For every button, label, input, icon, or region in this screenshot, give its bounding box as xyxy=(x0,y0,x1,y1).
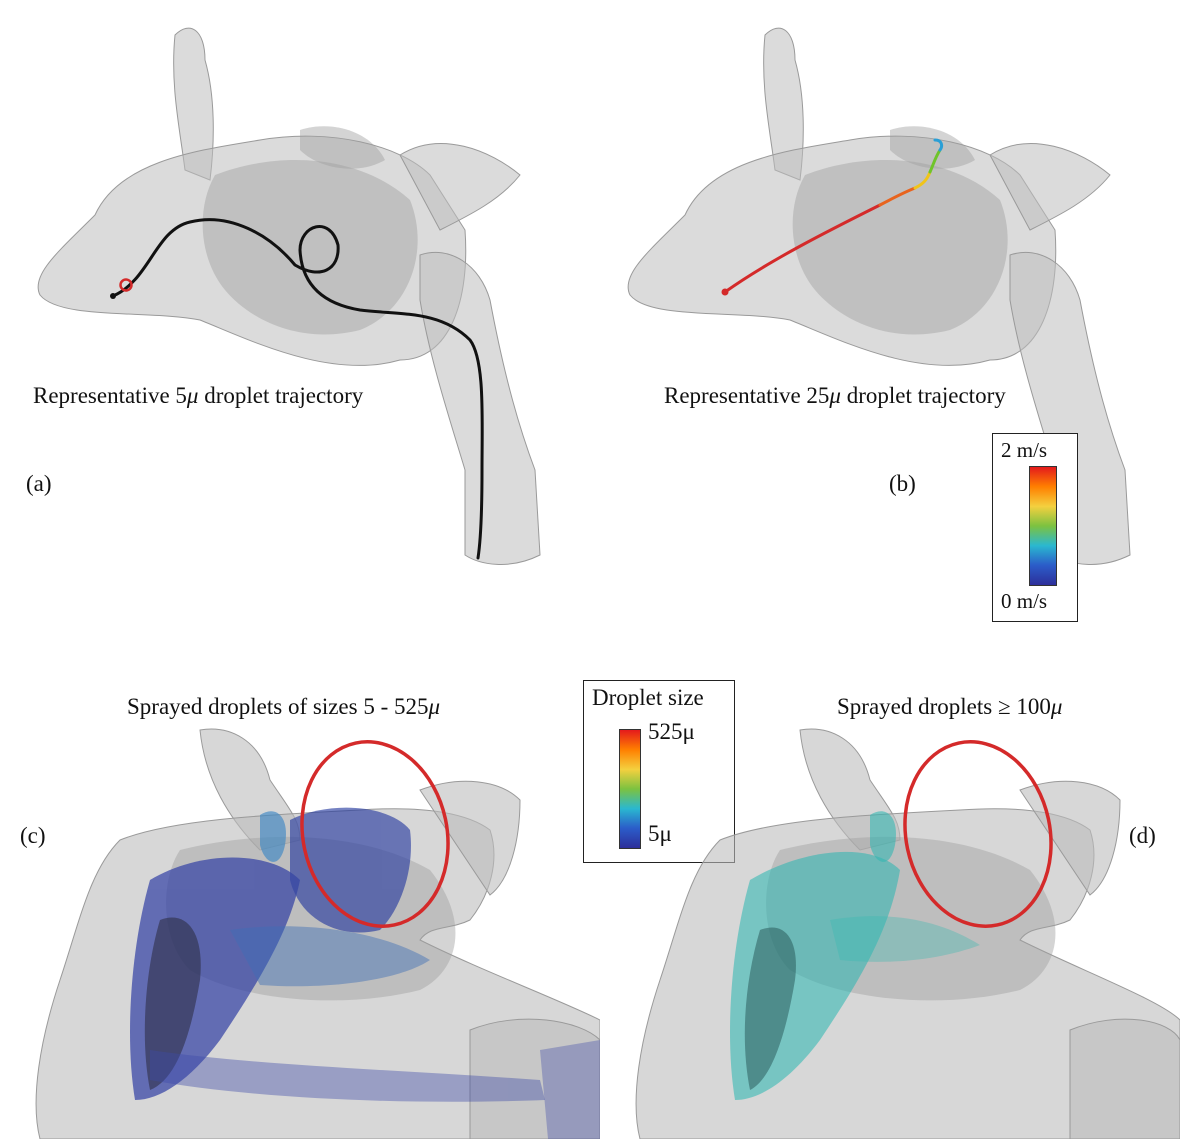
velocity-legend-max: 2 m/s xyxy=(1001,438,1048,462)
trajectory-5-path xyxy=(111,218,484,560)
panel-a-label: (a) xyxy=(26,471,52,496)
panel-c-caption: Sprayed droplets of sizes 5 - 525μ xyxy=(127,694,441,719)
panel-b-airway-render xyxy=(627,27,1131,565)
droplet-size-legend-max: 525μ xyxy=(648,719,695,744)
panel-b-label: (b) xyxy=(889,471,916,496)
highlight-ring-c xyxy=(300,740,450,928)
panel-a-airway-render xyxy=(37,27,541,565)
droplet-size-legend-title: Droplet size xyxy=(592,685,704,710)
injection-point-marker xyxy=(119,278,133,292)
highlight-ring-d xyxy=(903,740,1053,928)
velocity-colorbar xyxy=(1029,466,1057,586)
trajectory-25-path xyxy=(723,138,944,294)
panel-b-caption: Representative 25μ droplet trajectory xyxy=(664,383,1006,408)
droplet-size-legend-min: 5μ xyxy=(648,821,672,846)
velocity-legend-min: 0 m/s xyxy=(1001,589,1048,613)
droplet-cloud-large xyxy=(730,811,980,1100)
panel-c-label: (c) xyxy=(20,823,46,848)
droplet-cloud-small xyxy=(130,807,600,1139)
droplet-size-legend: Droplet size 525μ 5μ xyxy=(583,680,735,863)
panel-d-spray-render xyxy=(635,728,1180,1139)
droplet-size-colorbar xyxy=(619,729,641,849)
panel-c-spray-render xyxy=(35,728,600,1139)
panel-d-caption: Sprayed droplets ≥ 100μ xyxy=(837,694,1063,719)
panel-a-caption: Representative 5μ droplet trajectory xyxy=(33,383,364,408)
velocity-legend: 2 m/s 0 m/s xyxy=(992,433,1078,622)
panel-d-label: (d) xyxy=(1129,823,1156,848)
